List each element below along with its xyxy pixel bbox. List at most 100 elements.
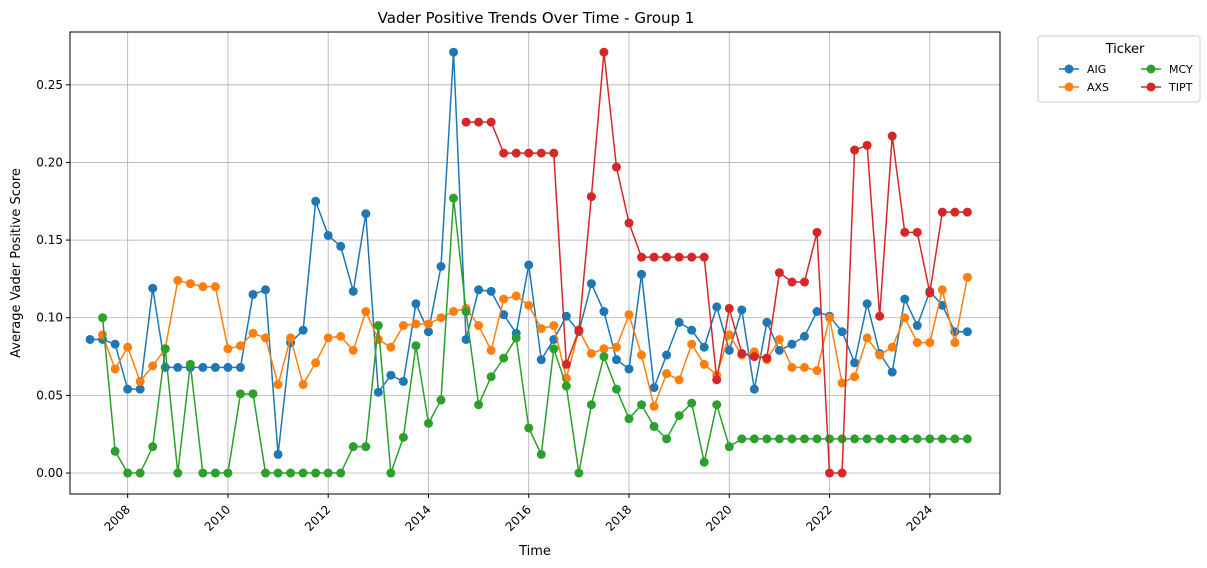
data-point-axs [524, 300, 534, 310]
data-point-axs [937, 285, 947, 295]
grid [70, 32, 1000, 494]
data-point-tipt [749, 352, 759, 362]
data-point-mcy [423, 418, 433, 428]
data-point-axs [962, 272, 972, 282]
data-point-tipt [875, 311, 885, 321]
data-point-axs [536, 324, 546, 334]
data-point-axs [135, 376, 145, 386]
data-point-aig [674, 317, 684, 327]
data-point-tipt [912, 227, 922, 237]
series-aig [85, 47, 972, 459]
data-point-mcy [261, 468, 271, 478]
data-point-axs [449, 307, 459, 317]
data-point-aig [198, 362, 208, 372]
data-point-aig [123, 384, 133, 394]
data-point-axs [637, 350, 647, 360]
data-point-aig [624, 364, 634, 374]
legend-item-mcy: MCY [1141, 63, 1193, 76]
data-point-mcy [336, 468, 346, 478]
data-point-mcy [787, 434, 797, 444]
data-point-axs [323, 333, 333, 343]
data-point-mcy [436, 395, 446, 405]
data-point-mcy [837, 434, 847, 444]
x-tick-label: 2008 [101, 502, 132, 533]
data-point-mcy [774, 434, 784, 444]
series-line-axs [101, 277, 969, 408]
data-point-mcy [173, 468, 183, 478]
data-point-axs [799, 362, 809, 372]
data-point-axs [210, 282, 220, 292]
data-point-tipt [962, 207, 972, 217]
data-point-tipt [825, 468, 835, 478]
data-point-aig [298, 325, 308, 335]
data-point-axs [311, 358, 321, 368]
data-point-aig [273, 449, 283, 459]
data-point-aig [749, 384, 759, 394]
legend-swatch-marker [1146, 82, 1156, 92]
data-point-aig [261, 285, 271, 295]
data-point-mcy [235, 389, 245, 399]
data-point-tipt [837, 468, 847, 478]
data-point-tipt [787, 277, 797, 287]
legend-label: AIG [1087, 63, 1106, 76]
data-point-axs [875, 350, 885, 360]
data-point-aig [536, 355, 546, 365]
data-point-mcy [499, 353, 509, 363]
data-point-mcy [737, 434, 747, 444]
data-point-mcy [348, 442, 358, 452]
x-tick-label: 2010 [202, 502, 233, 533]
y-axis-label: Average Vader Positive Score [9, 168, 24, 358]
data-point-mcy [398, 432, 408, 442]
y-tick-label: 0.10 [36, 311, 63, 325]
data-point-aig [348, 286, 358, 296]
data-point-aig [774, 345, 784, 355]
data-point-tipt [937, 207, 947, 217]
data-point-axs [411, 319, 421, 329]
data-point-axs [123, 342, 133, 352]
data-point-aig [210, 362, 220, 372]
data-point-tipt [511, 148, 521, 158]
data-point-tipt [536, 148, 546, 158]
data-point-tipt [524, 148, 534, 158]
data-point-mcy [799, 434, 809, 444]
y-tick-label: 0.20 [36, 155, 63, 169]
data-point-mcy [900, 434, 910, 444]
legend-label: MCY [1169, 63, 1193, 76]
legend-item-axs: AXS [1059, 81, 1109, 94]
data-point-tipt [662, 252, 672, 262]
data-point-axs [724, 330, 734, 340]
data-point-aig [762, 317, 772, 327]
data-point-aig [411, 299, 421, 309]
data-point-aig [900, 294, 910, 304]
data-point-mcy [486, 372, 496, 382]
data-point-aig [799, 331, 809, 341]
data-point-aig [386, 370, 396, 380]
data-point-axs [173, 275, 183, 285]
data-point-mcy [536, 449, 546, 459]
data-point-axs [336, 331, 346, 341]
data-point-axs [950, 338, 960, 348]
data-point-axs [649, 401, 659, 411]
series-layer [85, 47, 972, 478]
data-point-aig [461, 334, 471, 344]
data-point-axs [511, 291, 521, 301]
data-point-mcy [185, 359, 195, 369]
data-point-axs [862, 333, 872, 343]
data-point-mcy [286, 468, 296, 478]
data-point-tipt [762, 353, 772, 363]
x-tick-label: 2022 [803, 502, 834, 533]
data-point-mcy [461, 307, 471, 317]
data-point-mcy [812, 434, 822, 444]
data-point-tipt [674, 252, 684, 262]
data-point-axs [900, 313, 910, 323]
data-point-tipt [862, 140, 872, 150]
data-point-axs [235, 341, 245, 351]
data-point-axs [298, 380, 308, 390]
data-point-axs [825, 313, 835, 323]
x-tick-label: 2024 [904, 502, 935, 533]
data-point-axs [925, 338, 935, 348]
data-point-aig [336, 241, 346, 251]
data-point-axs [699, 359, 709, 369]
data-point-tipt [699, 252, 709, 262]
data-point-axs [812, 366, 822, 376]
